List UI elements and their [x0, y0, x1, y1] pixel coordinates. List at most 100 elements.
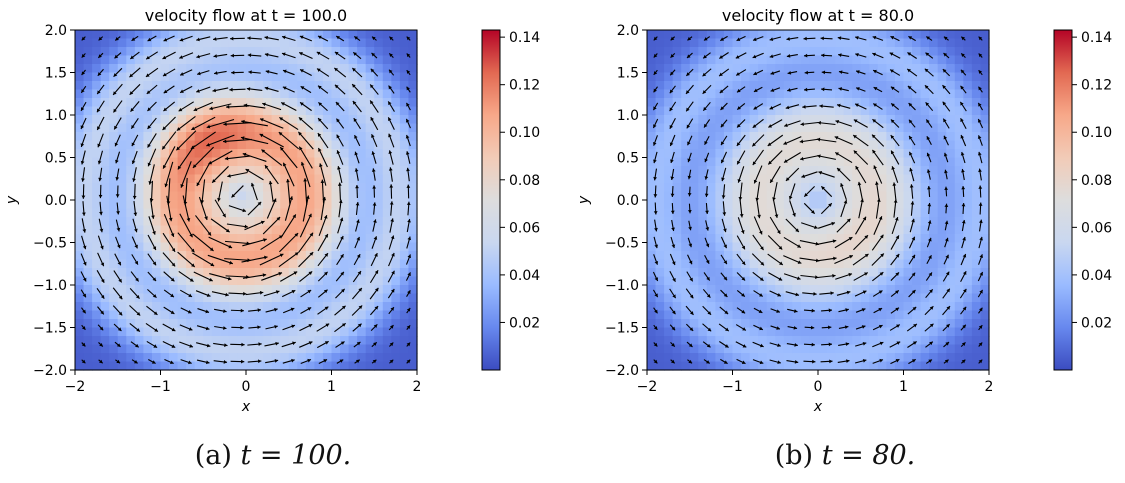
heatmap-cell [280, 115, 290, 125]
quiver-arrow [284, 196, 294, 221]
heatmap-cell [672, 251, 682, 261]
heatmap-cell [391, 38, 401, 48]
heatmap-cell [220, 327, 230, 337]
heatmap-cell [117, 268, 127, 278]
heatmap-cell [340, 98, 350, 108]
heatmap-cell [220, 115, 230, 125]
heatmap-cell [647, 106, 657, 116]
quiver-arrow [719, 306, 729, 315]
heatmap-cell [254, 149, 264, 159]
quiver-arrow [192, 146, 214, 169]
heatmap-cell [971, 140, 982, 150]
heatmap-cell [843, 276, 853, 286]
heatmap-cell [348, 302, 358, 312]
heatmap-cell [160, 132, 170, 142]
heatmap-cell [715, 353, 725, 363]
heatmap-cell [681, 259, 691, 269]
heatmap-cell [672, 72, 682, 82]
heatmap-cell [160, 217, 170, 227]
heatmap-cell [843, 140, 853, 150]
quiver-arrow [208, 236, 233, 249]
heatmap-cell [664, 89, 674, 99]
quiver-arrow [405, 134, 411, 147]
quiver-arrow [800, 121, 819, 127]
quiver-arrow [282, 86, 295, 93]
heatmap-cell [220, 149, 230, 159]
quiver-arrow [265, 324, 278, 330]
heatmap-cell [647, 285, 657, 295]
quiver-arrow [335, 101, 345, 112]
heatmap-cell [835, 276, 845, 286]
quiver-arrow [671, 219, 675, 232]
heatmap-cell [954, 149, 964, 159]
heatmap-cell [920, 353, 930, 363]
heatmap-cell [83, 106, 93, 116]
heatmap-cell [723, 157, 734, 167]
heatmap-cell [246, 183, 256, 193]
heatmap-cell [920, 72, 930, 82]
quiver-arrow [371, 168, 376, 181]
quiver-arrow [855, 308, 866, 313]
heatmap-cell [672, 132, 682, 142]
heatmap-cell [809, 353, 819, 363]
heatmap-cell [971, 302, 982, 312]
heatmap-cell [408, 115, 418, 125]
heatmap-cell [271, 336, 281, 346]
heatmap-cell [399, 251, 410, 261]
quiver-arrow [388, 52, 394, 59]
heatmap-cell [117, 123, 127, 133]
heatmap-cell [126, 225, 136, 235]
heatmap-cell [399, 344, 410, 354]
heatmap-cell [655, 293, 665, 303]
quiver-arrow [196, 86, 211, 93]
heatmap-cell [246, 225, 256, 235]
heatmap-cell [305, 225, 315, 235]
heatmap-cell [715, 234, 725, 244]
quiver-arrow [190, 131, 216, 150]
heatmap-cell [83, 98, 93, 108]
heatmap-cell [723, 166, 734, 176]
heatmap-cell [365, 140, 375, 150]
heatmap-cell [809, 47, 819, 57]
heatmap-cell [741, 319, 751, 329]
heatmap-cell [954, 327, 964, 337]
heatmap-cell [254, 183, 264, 193]
heatmap-cell [664, 149, 674, 159]
heatmap-cell [877, 157, 887, 167]
heatmap-cell [715, 47, 725, 57]
heatmap-cell [912, 319, 922, 329]
heatmap-cell [877, 81, 887, 91]
heatmap-cell [322, 89, 333, 99]
heatmap-cell [946, 47, 956, 57]
heatmap-cell [860, 259, 870, 269]
heatmap-cell [818, 123, 828, 133]
heatmap-cell [758, 166, 768, 176]
quiver-arrow [231, 70, 244, 75]
quiver-arrow [335, 271, 345, 282]
heatmap-cell [937, 336, 947, 346]
heatmap-cell [946, 166, 956, 176]
heatmap-cell [818, 81, 828, 91]
heatmap-cell [305, 38, 315, 48]
quiver-arrow [80, 271, 87, 282]
heatmap-cell [391, 174, 401, 184]
heatmap-cell [920, 200, 930, 210]
heatmap-cell [766, 132, 776, 142]
heatmap-cell [348, 353, 358, 363]
heatmap-cell [186, 191, 196, 201]
heatmap-cell [852, 268, 862, 278]
heatmap-cell [749, 64, 759, 74]
quiver-arrow [924, 68, 934, 77]
heatmap-cell [741, 242, 751, 252]
quiver-arrow [178, 270, 194, 283]
heatmap-cell [912, 327, 922, 337]
heatmap-cell [297, 191, 307, 201]
quiver-arrow [230, 53, 245, 58]
heatmap-cell [920, 115, 930, 125]
quiver-arrows [80, 35, 412, 365]
colorbar-tick-label: 0.02 [1081, 315, 1112, 331]
quiver-arrow [214, 308, 227, 313]
heatmap-cell [322, 293, 333, 303]
heatmap-cell [860, 361, 870, 371]
heatmap-cell [117, 149, 127, 159]
